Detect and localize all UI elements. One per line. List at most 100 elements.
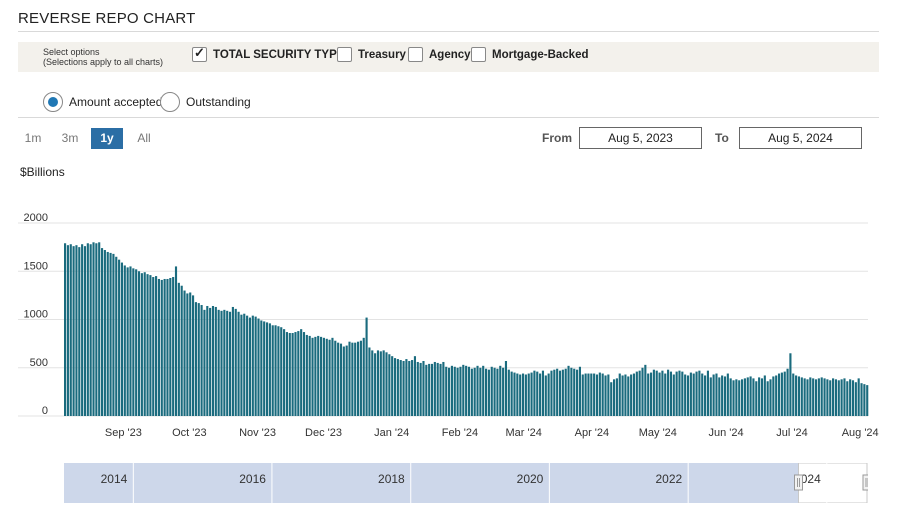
bar [832, 378, 835, 416]
bar [746, 377, 749, 416]
bar [786, 368, 789, 416]
bar [675, 371, 678, 416]
bar [686, 375, 690, 416]
bar [527, 373, 530, 416]
bar [775, 375, 778, 416]
bar [291, 333, 294, 416]
bar [408, 361, 411, 416]
bar [854, 382, 857, 416]
bar [715, 373, 718, 416]
bar [760, 378, 764, 416]
bar [268, 323, 271, 416]
bar [166, 278, 169, 416]
navigator-year-label: 2014 [101, 472, 128, 486]
bar [194, 302, 197, 416]
bar [206, 305, 209, 416]
bar [578, 366, 581, 416]
range-button-all[interactable]: All [137, 131, 151, 145]
bar [214, 306, 217, 416]
bar [430, 363, 434, 416]
radio-circle[interactable] [43, 92, 63, 112]
bar [356, 341, 360, 416]
to-date-input[interactable] [739, 127, 862, 149]
navigator-outside-range [64, 463, 799, 503]
bar [729, 378, 732, 416]
bar [305, 334, 308, 416]
to-label: To [715, 131, 729, 145]
handle-body[interactable] [793, 474, 803, 491]
checkbox-treasury[interactable]: Treasury [337, 47, 406, 62]
navigator-right-handle[interactable] [862, 474, 872, 491]
bar [507, 369, 510, 416]
range-button-1y[interactable]: 1y [91, 128, 123, 149]
bar [237, 311, 240, 416]
from-date-input[interactable] [579, 127, 702, 149]
bar [317, 335, 320, 416]
checkbox-agency[interactable]: Agency [408, 47, 471, 62]
bar [780, 372, 783, 416]
bar [769, 379, 772, 416]
bar [135, 269, 138, 416]
bar [795, 375, 798, 416]
checkbox-mortgage-backed[interactable]: Mortgage-Backed [471, 47, 589, 62]
bar [120, 262, 124, 416]
bar [752, 378, 755, 416]
options-help-line1: Select options [43, 47, 100, 57]
bar [857, 378, 860, 416]
bar [743, 378, 746, 416]
navigator-year-label: 2020 [517, 472, 544, 486]
bar [860, 383, 863, 416]
navigator[interactable]: 2014 2016 2018 2020 2022 2024 [64, 462, 872, 504]
navigator-track[interactable]: 2014 2016 2018 2020 2022 2024 [64, 462, 872, 504]
checkbox-total-security-types[interactable]: TOTAL SECURITY TYPES [192, 45, 352, 62]
bar [345, 345, 348, 416]
checkbox-box[interactable] [408, 47, 423, 62]
bar [283, 329, 286, 416]
x-tick-label: May '24 [639, 427, 677, 439]
range-button-1m[interactable]: 1m [24, 131, 42, 145]
x-tick-label: Dec '23 [305, 427, 342, 439]
bar [652, 369, 655, 416]
bar [402, 361, 405, 416]
bar [359, 340, 362, 416]
bar [823, 378, 826, 416]
bar [692, 373, 695, 416]
options-help-line2: (Selections apply to all charts) [43, 57, 164, 67]
bar [66, 245, 69, 416]
bar [635, 371, 638, 416]
bar [521, 373, 525, 416]
bar [186, 293, 189, 416]
radio-outstanding[interactable]: Outstanding [160, 92, 251, 112]
bar [584, 373, 587, 416]
bar [530, 372, 533, 416]
bar [758, 377, 761, 416]
bar [672, 374, 675, 416]
bar [539, 373, 542, 416]
bar [109, 252, 112, 416]
bar [684, 374, 687, 416]
radio-circle[interactable] [160, 92, 180, 112]
bar [726, 373, 729, 416]
bar [701, 373, 704, 416]
bar [433, 361, 436, 416]
bar [157, 278, 160, 416]
bar [177, 282, 180, 416]
bar [246, 315, 249, 416]
checkbox-box[interactable] [471, 47, 486, 62]
bar [598, 372, 601, 416]
bar [234, 308, 237, 416]
from-label: From [542, 131, 572, 145]
bar [365, 317, 368, 416]
bar [516, 373, 519, 416]
range-button-3m[interactable]: 3m [61, 131, 79, 145]
bar [627, 376, 630, 416]
checkbox-box[interactable] [192, 45, 207, 62]
navigator-year-label: 2018 [378, 472, 405, 486]
bar [504, 361, 508, 416]
bar [840, 379, 843, 416]
bar [604, 375, 607, 416]
navigator-left-handle[interactable] [793, 474, 803, 491]
checkbox-box[interactable] [337, 47, 352, 62]
radio-amount-accepted[interactable]: Amount accepted [43, 92, 162, 112]
checkbox-label: Mortgage-Backed [492, 48, 589, 61]
